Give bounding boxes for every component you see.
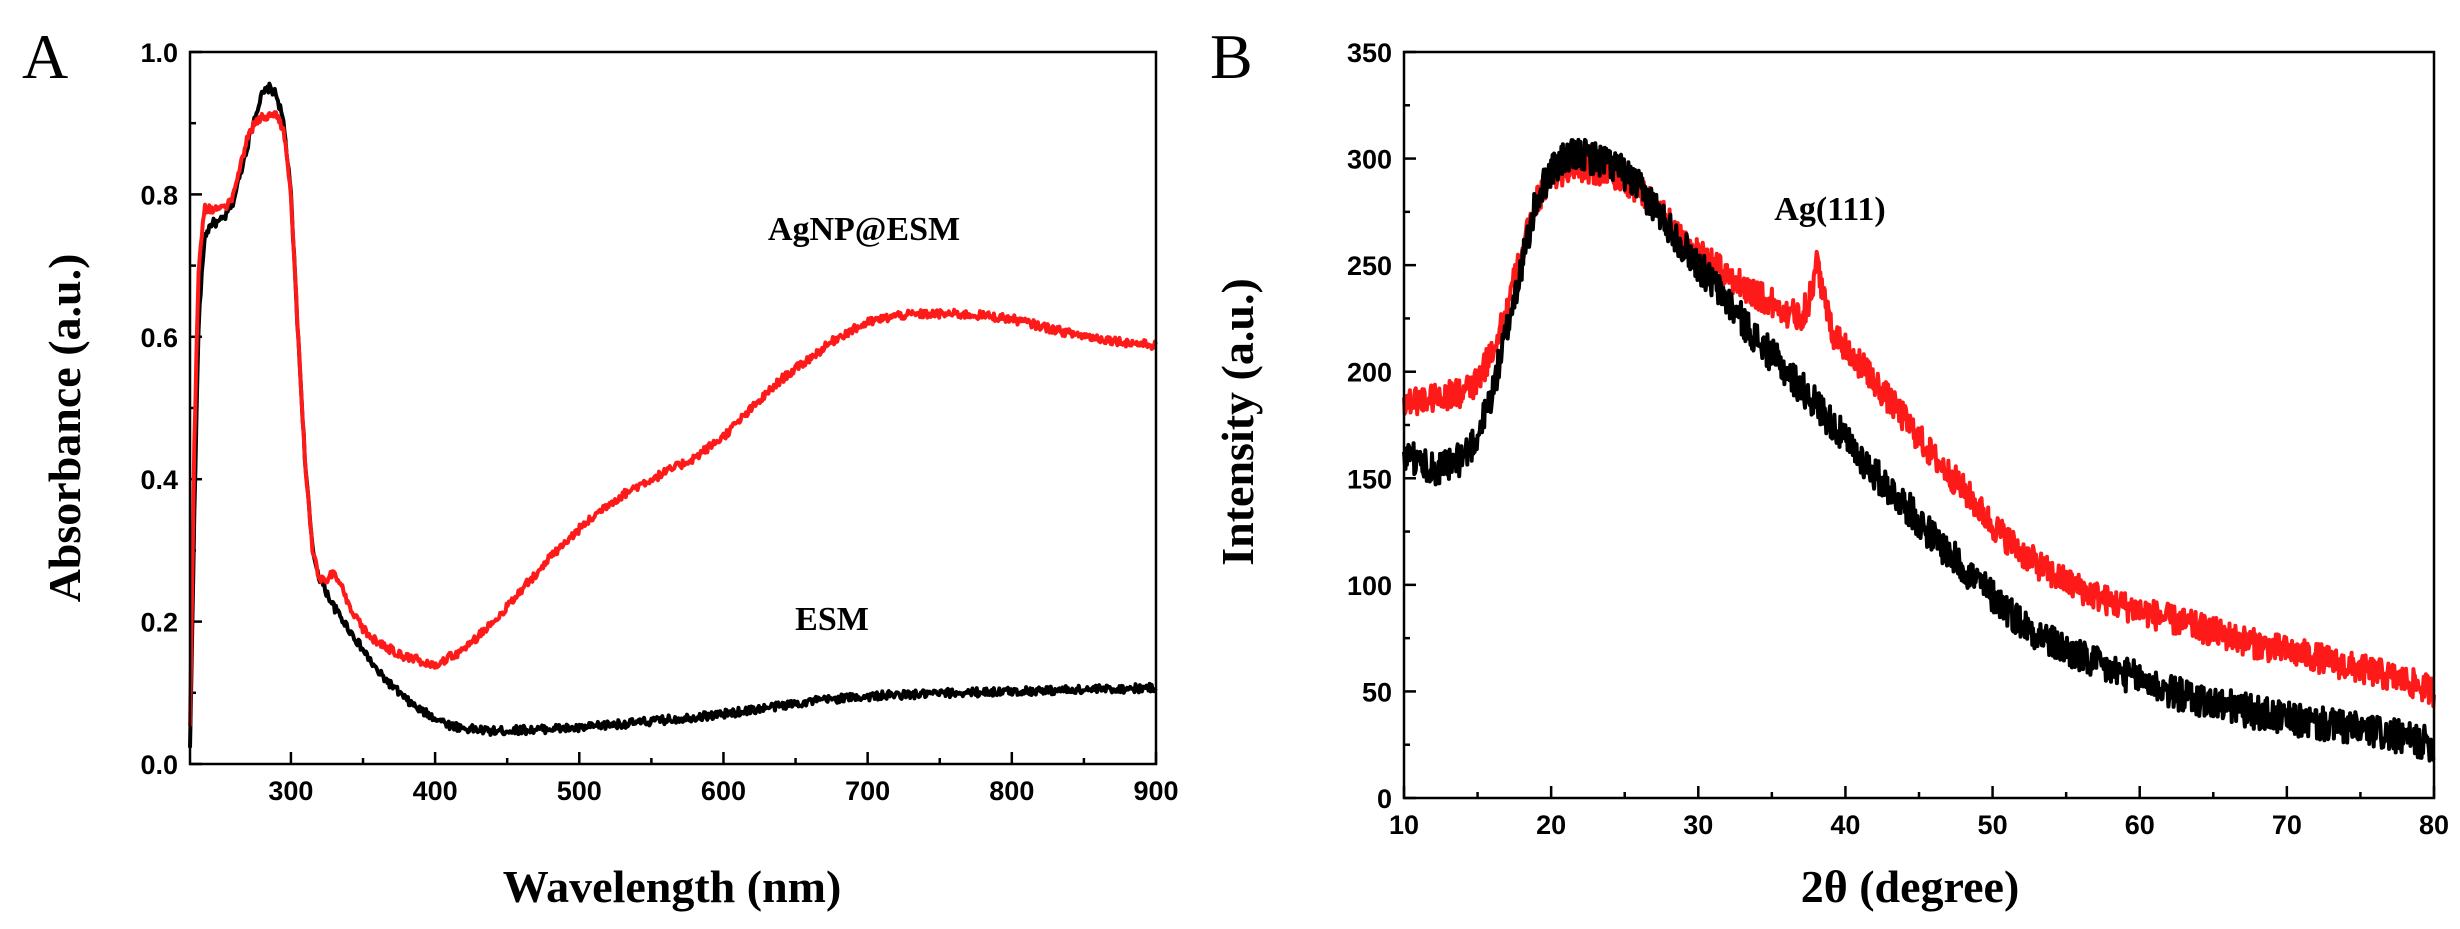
panel-b-xtick-label: 20 [1536,810,1566,840]
panel-b-ytick-label: 350 [1347,38,1392,68]
panel-b-ytick-label: 50 [1362,677,1392,707]
panel-b-ytick-label: 200 [1347,358,1392,388]
panel-b-xtick-label: 10 [1389,810,1419,840]
panel-a-series [188,81,1158,748]
panel-a-chart: A Absorbance (a.u.) Wavelength (nm) 300 4… [22,21,1179,912]
panel-a-frame [188,50,1158,766]
panel-a-xtick-label: 800 [989,776,1034,806]
panel-a-xlabel: Wavelength (nm) [503,861,842,912]
panel-b-xtick-label: 40 [1830,810,1860,840]
panel-b-frame [1402,50,2436,800]
panel-a-letter: A [22,21,68,92]
panel-b-xtick-label: 70 [2272,810,2302,840]
panel-a-ytick-label: 0.8 [140,180,178,210]
panel-a-series-esm [188,81,1158,748]
panel-a-ytick-label: 0.6 [140,323,178,353]
panel-b-ytick-label: 0 [1377,784,1392,814]
panel-a-series-agnp-esm [188,110,1158,727]
panel-b-xtick-label: 60 [2125,810,2155,840]
panel-a-xtick-label: 300 [268,776,313,806]
panel-b-ytick-label: 250 [1347,251,1392,281]
panel-b-annotation-ag111: Ag(111) [1774,191,1885,228]
panel-a-ytick-label: 0.0 [140,750,178,780]
panel-a-xtick-label: 700 [845,776,890,806]
panel-a-xtick-label: 600 [701,776,746,806]
panel-b-ytick-label: 100 [1347,571,1392,601]
panel-b-series-esm [1402,137,2436,763]
panel-a-xtick-label: 400 [413,776,458,806]
panel-a-xtick-label: 500 [557,776,602,806]
panel-a-ytick-label: 0.2 [140,608,178,638]
panel-b-xtick-label: 30 [1683,810,1713,840]
panel-a-ytick-label: 0.4 [140,465,178,495]
panel-b-letter: B [1210,21,1253,92]
panel-b-xtick-label: 50 [1978,810,2008,840]
panel-b-series [1402,137,2436,763]
panel-b-chart: B Intensity (a.u.) 2θ (degree) 10 20 30 40 5… [1210,21,2449,912]
panel-a-ticks: 300 400 500 600 700 800 900 0.0 0.2 0.4 0.6 0.8 1.0 [140,38,1178,806]
panel-b-ylabel: Intensity (a.u.) [1212,278,1263,566]
panel-b-ytick-label: 300 [1347,145,1392,175]
panel-b-xlabel: 2θ (degree) [1801,861,2020,912]
panel-a-ylabel: Absorbance (a.u.) [39,254,90,603]
panel-b-xtick-label: 80 [2419,810,2449,840]
panel-b-ticks: 10 20 30 40 50 60 70 80 0 50 100 150 200 250 300 350 [1347,38,2449,840]
panel-a-annotation-esm: ESM [795,601,869,638]
panel-b-series-agnp-esm [1402,151,2436,708]
panel-a-xtick-label: 900 [1133,776,1178,806]
panel-a-annotation-agnp: AgNP@ESM [768,211,960,248]
panel-b-ytick-label: 150 [1347,464,1392,494]
panel-a-ytick-label: 1.0 [140,38,178,68]
